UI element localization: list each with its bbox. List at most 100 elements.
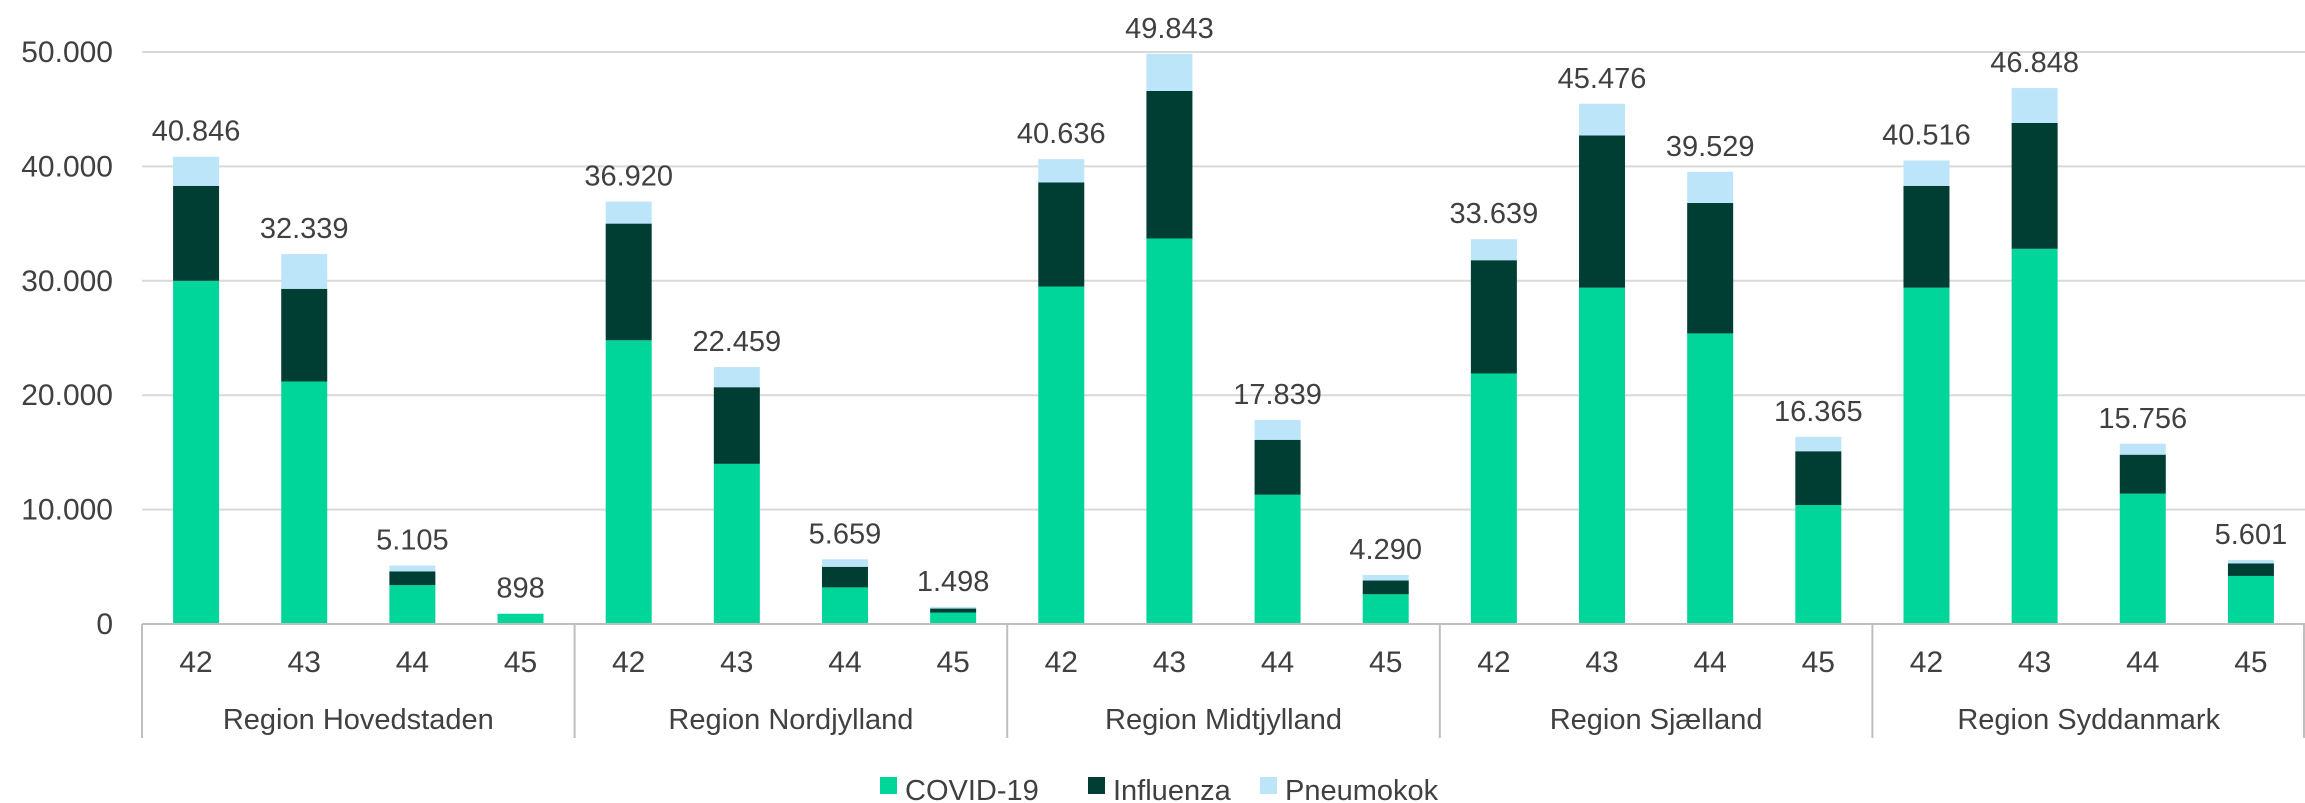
- week-tick-label: 43: [1585, 646, 1618, 679]
- legend-label: Influenza: [1113, 775, 1232, 803]
- bar-influenza: [1795, 451, 1842, 506]
- week-tick-label: 43: [288, 646, 321, 679]
- region-label: Region Syddanmark: [1957, 704, 2220, 736]
- bar-total-label: 5.601: [2215, 519, 2288, 551]
- bar-covid-19: [173, 280, 220, 624]
- y-tick-label: 0: [96, 608, 113, 641]
- legend: COVID-19 Influenza Pneumokok: [880, 775, 1439, 803]
- bar-covid-19: [1038, 286, 1085, 624]
- week-tick-label: 45: [2234, 646, 2267, 679]
- bar-covid-19: [1795, 505, 1842, 624]
- bar-influenza: [930, 608, 977, 613]
- week-tick-label: 42: [612, 646, 645, 679]
- region-label: Region Hovedstaden: [223, 704, 494, 736]
- bar-pneumokok: [1470, 239, 1517, 261]
- bar-influenza: [821, 566, 868, 588]
- week-tick-label: 44: [2126, 646, 2159, 679]
- bar-influenza: [1146, 90, 1193, 239]
- y-tick-label: 30.000: [21, 265, 113, 298]
- bar-pneumokok: [2227, 559, 2274, 564]
- bar-pneumokok: [1146, 53, 1193, 91]
- bar-pneumokok: [2011, 88, 2058, 123]
- bar-pneumokok: [389, 565, 436, 572]
- bar-influenza: [1470, 260, 1517, 374]
- bar-pneumokok: [281, 254, 328, 289]
- bar-pneumokok: [1362, 574, 1409, 581]
- bar-influenza: [605, 223, 652, 341]
- bar-total-label: 40.846: [152, 116, 241, 148]
- bar-total-label: 46.848: [1990, 47, 2079, 79]
- bar-influenza: [1254, 439, 1301, 495]
- bar-pneumokok: [173, 156, 220, 186]
- bar-influenza: [389, 571, 436, 586]
- bar-covid-19: [1254, 494, 1301, 624]
- bar-covid-19: [2119, 493, 2166, 624]
- y-axis-ticks: 0 10.000 20.000 30.000 40.000 50.000: [21, 36, 113, 641]
- bar-pneumokok: [605, 201, 652, 224]
- week-tick-label: 42: [1477, 646, 1510, 679]
- week-tick-label: 45: [1369, 646, 1402, 679]
- legend-label: COVID-19: [905, 775, 1039, 803]
- region-label: Region Nordjylland: [668, 704, 913, 736]
- bar-influenza: [1687, 203, 1734, 334]
- bar-total-label: 15.756: [2098, 403, 2187, 435]
- legend-swatch: [1088, 777, 1105, 794]
- bar-covid-19: [713, 463, 760, 624]
- bar-total-label: 22.459: [692, 326, 781, 358]
- bar-total-label: 33.639: [1450, 198, 1539, 230]
- bar-influenza: [1362, 580, 1409, 595]
- bar-covid-19: [281, 381, 328, 624]
- bar-influenza: [281, 288, 328, 382]
- bar-influenza: [173, 185, 220, 281]
- bar-total-label: 36.920: [584, 161, 673, 193]
- bar-covid-19: [2011, 248, 2058, 624]
- bar-total-label: 17.839: [1233, 379, 1322, 411]
- bar-pneumokok: [1579, 103, 1626, 136]
- week-tick-label: 44: [828, 646, 861, 679]
- gridlines: [142, 51, 2305, 511]
- bar-covid-19: [1903, 287, 1950, 624]
- week-tick-label: 45: [936, 646, 969, 679]
- bar-total-label: 39.529: [1666, 131, 1755, 163]
- y-tick-label: 20.000: [21, 379, 113, 412]
- bar-covid-19: [1687, 333, 1734, 624]
- bar-covid-19: [1579, 287, 1626, 624]
- bar-total-label: 898: [496, 573, 544, 605]
- region-label: Region Sjælland: [1550, 704, 1763, 736]
- bar-pneumokok: [821, 559, 868, 567]
- region-label: Region Midtjylland: [1105, 704, 1342, 736]
- week-tick-label: 42: [179, 646, 212, 679]
- bar-influenza: [2119, 454, 2166, 494]
- bar-influenza: [2227, 563, 2274, 576]
- x-axis: 42 43 44 45 Region Hovedstaden 42 43 44 45 Region…: [141, 623, 2305, 738]
- bar-pneumokok: [2119, 443, 2166, 455]
- bars: [173, 53, 2274, 625]
- y-tick-label: 10.000: [21, 494, 113, 527]
- legend-swatch: [1260, 777, 1277, 794]
- bar-total-label: 45.476: [1558, 63, 1647, 95]
- bar-influenza: [2011, 122, 2058, 249]
- bar-influenza: [1579, 135, 1626, 288]
- week-tick-label: 42: [1045, 646, 1078, 679]
- week-tick-label: 44: [1693, 646, 1726, 679]
- week-tick-label: 43: [2018, 646, 2051, 679]
- bar-covid-19: [1470, 373, 1517, 624]
- bar-total-label: 16.365: [1774, 396, 1863, 428]
- y-tick-label: 50.000: [21, 36, 113, 69]
- bar-total-label: 1.498: [917, 566, 990, 598]
- bar-pneumokok: [1903, 160, 1950, 186]
- legend-label: Pneumokok: [1285, 775, 1439, 803]
- bar-total-label: 5.659: [809, 518, 882, 550]
- week-tick-label: 44: [396, 646, 429, 679]
- bar-total-label: 40.516: [1882, 119, 1971, 151]
- bar-covid-19: [605, 340, 652, 624]
- y-tick-label: 40.000: [21, 150, 113, 183]
- data-labels: 40.846 32.339 5.105 898 36.920 22.459 5.659 1.4…: [152, 13, 2287, 605]
- week-tick-label: 45: [1802, 646, 1835, 679]
- bar-covid-19: [1362, 594, 1409, 624]
- bar-total-label: 32.339: [260, 213, 349, 245]
- bar-total-label: 40.636: [1017, 118, 1106, 150]
- bar-pneumokok: [1795, 436, 1842, 452]
- bar-influenza: [713, 387, 760, 464]
